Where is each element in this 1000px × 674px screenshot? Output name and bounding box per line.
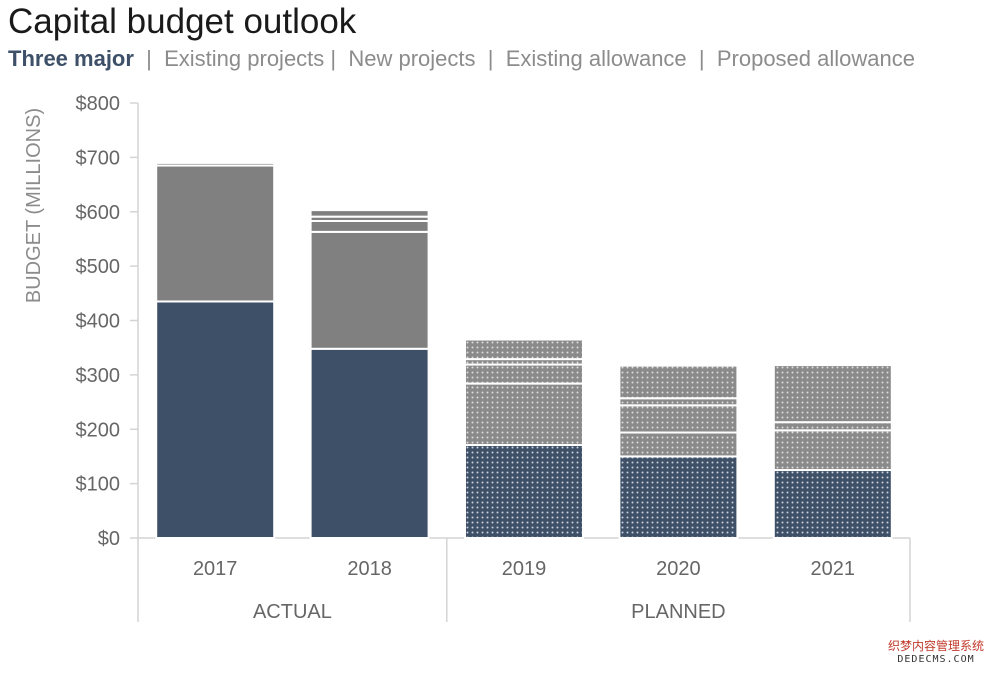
bar-segment-2019-proposed-allowance bbox=[464, 338, 584, 361]
y-tick-label: $0 bbox=[98, 528, 120, 550]
x-tick-label: 2017 bbox=[193, 558, 238, 580]
bar-segment-2019-new-projects bbox=[464, 363, 584, 385]
bar-segment-2020-new-projects bbox=[618, 404, 739, 434]
y-tick-label: $700 bbox=[76, 147, 121, 169]
legend-separator: | bbox=[475, 46, 506, 71]
bar-segment-2018-three-major bbox=[309, 347, 430, 539]
legend-separator: | bbox=[133, 46, 165, 71]
y-tick-label: $600 bbox=[76, 202, 121, 224]
bar-segment-2017-existing-projects bbox=[155, 164, 276, 303]
bar-segment-2021-three-major bbox=[772, 469, 893, 539]
bar-segment-2019-existing-projects bbox=[464, 382, 584, 447]
legend-item-three-major: Three major bbox=[8, 46, 134, 71]
bar-segment-2018-new-projects bbox=[309, 219, 430, 233]
y-tick-label: $300 bbox=[76, 365, 121, 387]
bar-segment-2017-three-major bbox=[155, 300, 276, 539]
group-label-actual: ACTUAL bbox=[253, 601, 332, 623]
legend: Three major | Existing projects | New pr… bbox=[8, 46, 915, 72]
legend-item-new-projects: New projects bbox=[348, 46, 476, 71]
y-tick-label: $500 bbox=[76, 256, 121, 278]
legend-item-existing-projects: Existing projects bbox=[164, 46, 325, 71]
bar-segment-2021-new-projects bbox=[772, 421, 893, 432]
bar-segment-2020-existing-allowance bbox=[618, 397, 739, 407]
y-tick-label: $400 bbox=[76, 311, 121, 333]
x-tick-label: 2021 bbox=[811, 558, 856, 580]
y-tick-label: $800 bbox=[76, 93, 121, 115]
bar-segment-2019-three-major bbox=[464, 444, 584, 539]
bar-segment-2020-existing-projects bbox=[618, 431, 739, 458]
watermark-domain: DEDECMS.COM bbox=[897, 654, 975, 665]
bar-segment-2021-proposed-allowance bbox=[772, 364, 893, 424]
legend-separator: | bbox=[686, 46, 717, 71]
legend-separator: | bbox=[324, 46, 349, 71]
x-tick-label: 2020 bbox=[656, 558, 701, 580]
group-label-planned: PLANNED bbox=[631, 601, 725, 623]
legend-item-proposed-allowance: Proposed allowance bbox=[716, 46, 915, 71]
y-tick-label: $100 bbox=[76, 474, 121, 496]
y-tick-label: $200 bbox=[76, 419, 121, 441]
watermark: 织梦内容管理系统 DEDECMS.COM bbox=[888, 640, 984, 666]
bar-segment-2021-existing-projects bbox=[772, 429, 893, 472]
legend-item-existing-allowance: Existing allowance bbox=[505, 46, 687, 71]
bar-segment-2018-proposed-allowance bbox=[309, 209, 430, 218]
bar-segment-2017-proposed-allowance bbox=[155, 160, 276, 164]
x-tick-label: 2018 bbox=[347, 558, 392, 580]
y-axis-label: BUDGET (MILLIONS) bbox=[23, 108, 45, 303]
watermark-chinese-text: 织梦内容管理系统 bbox=[888, 639, 985, 653]
bar-segment-2020-proposed-allowance bbox=[618, 364, 739, 400]
chart-title: Capital budget outlook bbox=[8, 2, 357, 41]
bar-segment-2020-three-major bbox=[618, 455, 739, 539]
x-tick-label: 2019 bbox=[502, 558, 547, 580]
bar-segment-2018-existing-projects bbox=[309, 230, 430, 350]
